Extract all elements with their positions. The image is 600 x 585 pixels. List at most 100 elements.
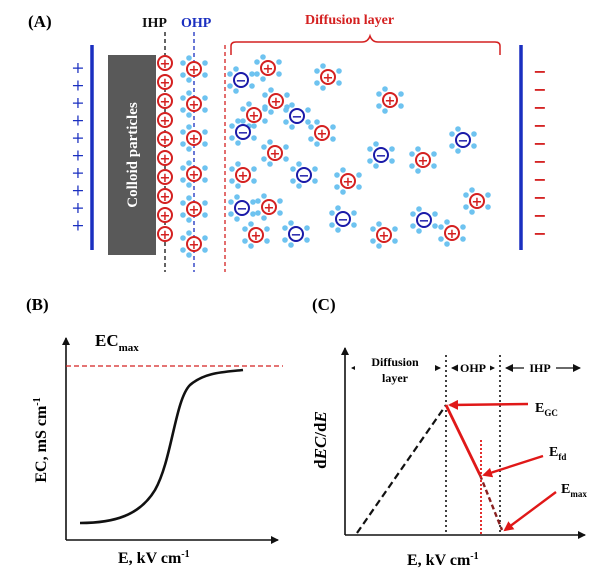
water-molecule (409, 151, 415, 157)
water-molecule (242, 238, 248, 244)
cation-sign: + (160, 228, 171, 243)
water-molecule (460, 236, 466, 242)
electrode-plus-sign: + (71, 128, 84, 147)
water-molecule (262, 92, 268, 98)
water-molecule (376, 103, 382, 109)
cation: + (157, 55, 173, 72)
electrode-minus-sign: − (533, 170, 546, 189)
cation: + (157, 169, 173, 186)
water-molecule (304, 225, 310, 231)
water-molecule (242, 226, 248, 232)
water-molecule (180, 141, 186, 147)
water-molecule (254, 71, 260, 77)
water-molecule (410, 223, 416, 229)
water-molecule (282, 225, 288, 231)
anion-ring (289, 108, 305, 124)
water-molecule (186, 252, 192, 258)
water-molecule (382, 108, 388, 114)
water-molecule (469, 209, 475, 215)
water-molecule (233, 66, 239, 72)
cation-sign: + (189, 168, 200, 183)
water-molecule (314, 141, 320, 147)
water-molecule (373, 163, 379, 169)
water-molecule (202, 200, 208, 206)
water-molecule (340, 189, 346, 195)
ohp-label: OHP (181, 16, 212, 31)
water-molecule (254, 59, 260, 65)
diffusion-layer-label: Diffusion layer (305, 13, 394, 28)
cation-sign: + (189, 132, 200, 147)
water-molecule (460, 224, 466, 230)
cation: + (180, 55, 208, 83)
cation: + (157, 112, 173, 129)
cation-ring (157, 55, 173, 71)
water-molecule (463, 204, 469, 210)
water-molecule (276, 59, 282, 65)
electrode-plus-sign: + (71, 58, 84, 77)
electrode-plus-sign: + (71, 146, 84, 165)
water-molecule (463, 192, 469, 198)
water-molecule (240, 118, 246, 124)
c-rise-line (356, 404, 447, 534)
cation-sign: + (160, 133, 171, 148)
water-molecule (250, 211, 256, 217)
water-molecule (389, 158, 395, 164)
electrode-minus-sign: − (533, 134, 546, 153)
cation-ring (157, 74, 173, 90)
c-xlabel: E, kV cm-1 (407, 551, 479, 569)
water-molecule (268, 109, 274, 115)
cation-sign: + (238, 169, 249, 184)
water-molecule (249, 83, 255, 89)
cation-sign: + (189, 98, 200, 113)
electrode-plus-sign: + (71, 181, 84, 200)
cation: + (180, 195, 208, 223)
c-emax-label: Emax (561, 482, 587, 499)
water-molecule (469, 187, 475, 193)
cation-sign: + (160, 76, 171, 91)
water-molecule (351, 210, 357, 216)
anion-ring (234, 200, 250, 216)
water-molecule (202, 60, 208, 66)
anion-ring (335, 211, 351, 227)
water-molecule (289, 102, 295, 108)
cation: + (334, 167, 362, 195)
anion: − (228, 194, 256, 222)
water-molecule (202, 247, 208, 253)
cation-ring (376, 227, 392, 243)
water-molecule (229, 166, 235, 172)
cation-sign: + (160, 152, 171, 167)
water-molecule (373, 141, 379, 147)
cation-sign: + (270, 147, 281, 162)
anion: − (367, 141, 395, 169)
water-molecule (320, 85, 326, 91)
cation-ring (157, 188, 173, 204)
water-molecule (312, 178, 318, 184)
water-molecule (202, 177, 208, 183)
anion-sign: − (238, 126, 249, 141)
water-molecule (246, 101, 252, 107)
electrode-minus-sign: − (533, 152, 546, 171)
anion-ring (455, 132, 471, 148)
ions-layer: ++++++++++++++++−++++ −− ++−− ++ − ++− +− −+ − + +… (157, 54, 491, 258)
anion-sign: − (338, 213, 349, 228)
cation: + (262, 87, 290, 115)
c-region-diffusion-line2: layer (382, 371, 409, 385)
anion-sign: − (292, 110, 303, 125)
water-molecule (234, 216, 240, 222)
anion-sign: − (236, 74, 247, 89)
cation-sign: + (160, 114, 171, 129)
water-molecule (235, 183, 241, 189)
electrode-minus-sign: − (533, 224, 546, 243)
water-molecule (202, 95, 208, 101)
electrode-minus-sign: − (533, 116, 546, 135)
water-molecule (202, 107, 208, 113)
cation-sign: + (160, 209, 171, 224)
electrode-plus-sign: + (71, 93, 84, 112)
cation-sign: + (472, 195, 483, 210)
water-molecule (260, 76, 266, 82)
cation-sign: + (317, 127, 328, 142)
cation: + (157, 226, 173, 243)
water-molecule (186, 146, 192, 152)
water-molecule (288, 220, 294, 226)
